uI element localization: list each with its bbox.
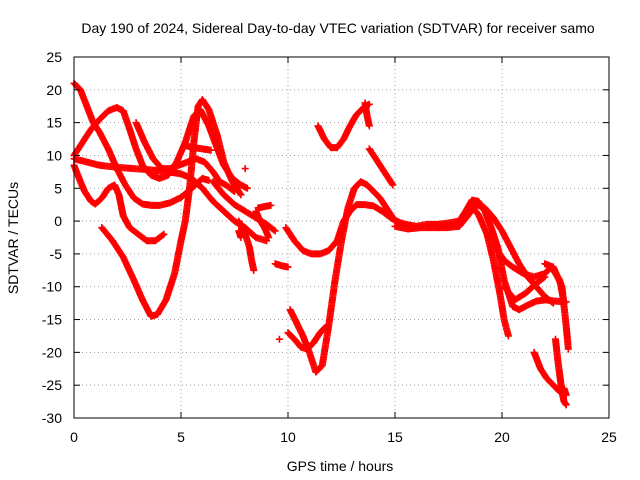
data-point [548,298,556,306]
data-point [321,323,329,331]
data-point [365,122,373,130]
data-point [236,190,244,198]
data-point [271,227,279,235]
x-tick-label: 15 [387,429,403,445]
y-tick-label: 5 [54,180,62,196]
data-point [504,332,512,340]
x-tick-label: 25 [601,429,617,445]
series-track-z [541,260,572,353]
data-point [388,180,396,188]
y-tick-label: -15 [42,312,62,328]
data-point [231,188,238,196]
y-tick-label: 0 [54,213,62,229]
series-track-p [271,260,292,271]
data-point [549,299,557,307]
x-axis-title: GPS time / hours [287,458,394,474]
y-tick-label: -30 [42,410,62,426]
data-point [562,401,570,409]
data-point [250,266,258,274]
data-point [270,226,278,234]
series-track-s [314,100,373,152]
data-point [389,181,397,189]
data-point [207,146,215,154]
data-point [237,234,245,241]
tick-labels: 0 5 10 15 20 25 -30 -25 -20 -15 -10 -5 0 5 10 15 20 25 [42,49,617,445]
y-tick-label: -5 [50,246,63,262]
x-tick-label: 5 [177,429,185,445]
series-track-f [132,119,238,196]
series-track-e [70,155,271,245]
series-track-j [235,227,245,241]
data-point [323,322,331,330]
series-track-l [254,201,275,212]
series-track-i [235,217,258,274]
data-point [540,274,548,282]
series-track-n [282,201,403,258]
data-point [265,234,273,241]
data-point [241,165,249,173]
ticks [73,56,610,419]
x-tick-label: 20 [494,429,510,445]
series-track-u [365,145,397,189]
data-point [267,201,275,209]
y-tick-label: -10 [42,279,62,295]
y-tick-label: -25 [42,377,62,393]
data-layer [70,79,572,409]
y-tick-label: 10 [46,147,62,163]
data-point [243,184,251,192]
x-tick-label: 0 [70,429,78,445]
series-track-t [361,99,373,130]
x-tick-label: 10 [280,429,296,445]
y-tick-label: 15 [46,115,62,131]
data-point [205,176,213,184]
series-track-d [98,96,245,320]
data-point [275,335,283,343]
data-point [284,263,292,271]
series-track-g [181,142,215,154]
series-track-k [252,207,273,241]
y-tick-label: 20 [46,82,62,98]
y-tick-label: -20 [42,344,62,360]
y-axis-title: SDTVAR / TECUs [5,182,21,294]
chart-title: Day 190 of 2024, Sidereal Day-to-day VTE… [81,20,594,36]
series-track-o [284,322,331,353]
series-track-ab [552,335,570,409]
y-tick-label: 25 [46,49,62,65]
plot-frame [73,56,610,419]
data-point [159,231,167,239]
series-track-r [241,165,249,173]
data-point [160,230,168,238]
data-point [564,345,572,353]
data-point [229,187,237,195]
data-point [237,191,245,199]
series-track-q [275,335,283,343]
series-track-y [500,273,549,304]
data-point [541,273,549,281]
